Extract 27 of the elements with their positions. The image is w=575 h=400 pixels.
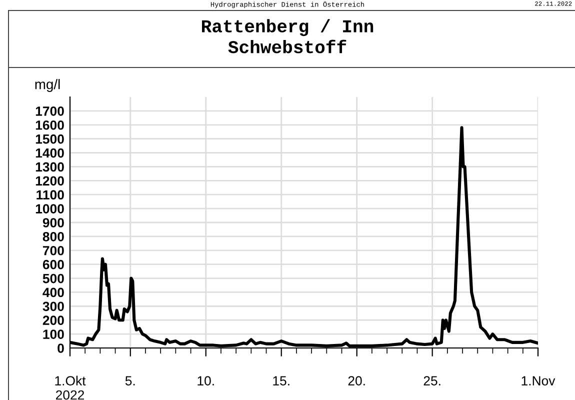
y-tick-label: 500: [42, 274, 64, 284]
y-tick-label: 600: [42, 260, 64, 270]
y-tick-label: 300: [42, 302, 64, 312]
x-tick-label: 5.: [125, 376, 135, 386]
x-tick-label: 1.Nov: [522, 376, 556, 386]
y-tick-label: 1400: [36, 148, 64, 158]
y-axis-title: mg/l: [35, 79, 60, 92]
y-tick-label: 100: [43, 330, 64, 339]
y-tick-label: 0: [58, 344, 64, 353]
y-tick-label: 1000: [36, 204, 64, 214]
x-tick-label: 15.: [273, 376, 290, 386]
y-tick-label: 900: [42, 218, 64, 228]
x-tick-label: 25.: [424, 376, 440, 386]
y-tick-label: 1700: [36, 106, 64, 116]
y-tick-label: 400: [42, 288, 64, 298]
x-tick-label: 20.: [348, 376, 365, 386]
y-tick-label: 800: [42, 232, 64, 242]
chart-title: Rattenberg / Inn Schwebstoff: [202, 19, 374, 54]
y-tick-label: 200: [42, 316, 64, 326]
y-tick-label: 700: [43, 246, 64, 256]
y-tick-label: 1200: [36, 176, 64, 186]
x-tick-label: 1.Okt 2022: [55, 376, 86, 400]
x-tick-label: 10.: [198, 376, 214, 386]
y-tick-label: 1600: [36, 120, 64, 130]
y-tick-label: 1500: [36, 134, 64, 144]
y-tick-label: 1300: [36, 162, 64, 172]
y-tick-label: 1100: [36, 190, 64, 200]
